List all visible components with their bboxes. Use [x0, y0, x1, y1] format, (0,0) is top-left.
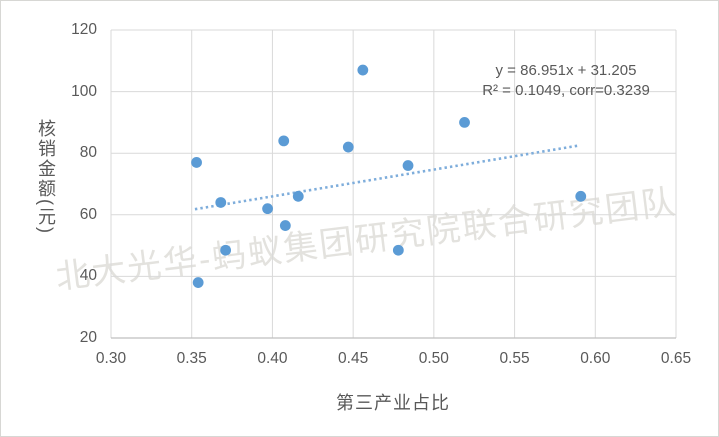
- x-tick-label: 0.55: [499, 350, 530, 367]
- scatter-points: [191, 64, 587, 288]
- x-tick-label: 0.45: [338, 350, 369, 367]
- trendline-group: [194, 144, 580, 211]
- gridlines: [110, 29, 677, 339]
- data-point: [392, 244, 404, 256]
- data-point: [220, 244, 232, 256]
- y-tick-label: 120: [71, 21, 97, 38]
- data-point: [357, 64, 369, 76]
- y-axis-title: 核销金额(元): [36, 119, 56, 235]
- y-tick-label: 100: [71, 82, 97, 100]
- data-point: [292, 190, 304, 202]
- x-tick-label: 0.40: [257, 350, 288, 367]
- y-tick-label: 40: [79, 267, 97, 285]
- x-axis-title: 第三产业占比: [336, 393, 450, 413]
- data-point: [215, 197, 227, 208]
- y-tick-label: 80: [79, 144, 97, 162]
- trend-equation: y = 86.951x + 31.205: [495, 62, 637, 79]
- trend-line: [194, 144, 580, 211]
- x-tick-label: 0.30: [95, 350, 127, 367]
- x-tick-label: 0.50: [418, 350, 449, 367]
- trend-r-squared: R² = 0.1049, corr=0.3239: [482, 82, 650, 99]
- y-tick-label: 20: [79, 329, 97, 346]
- x-tick-label: 0.65: [660, 350, 692, 367]
- data-point: [459, 117, 470, 128]
- data-point: [192, 277, 204, 288]
- data-point: [342, 141, 354, 153]
- x-tick-label: 0.60: [580, 350, 611, 367]
- data-point: [575, 190, 587, 202]
- x-tick-label: 0.35: [176, 350, 207, 367]
- data-point: [191, 157, 202, 168]
- data-point: [279, 220, 291, 231]
- trendline-annotation: y = 86.951x + 31.205 R² = 0.1049, corr=0…: [441, 61, 691, 101]
- y-tick-label: 60: [79, 205, 97, 223]
- data-point: [278, 135, 290, 147]
- data-point: [262, 203, 273, 215]
- data-point: [402, 160, 414, 171]
